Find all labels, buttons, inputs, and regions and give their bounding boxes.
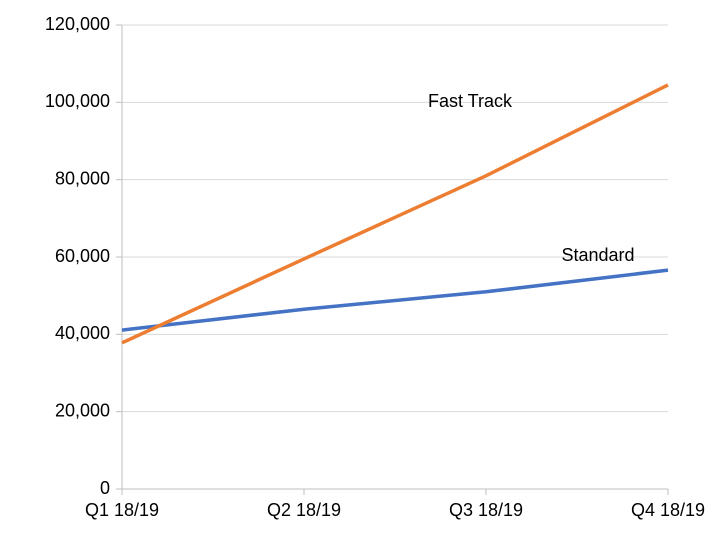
y-tick-label: 40,000	[55, 323, 110, 343]
y-tick-label: 80,000	[55, 168, 110, 188]
x-tick-label: Q3 18/19	[449, 500, 523, 520]
y-tick-label: 0	[100, 478, 110, 498]
series-label: Standard	[561, 245, 634, 265]
y-tick-label: 100,000	[45, 91, 110, 111]
y-tick-label: 20,000	[55, 400, 110, 420]
y-tick-label: 60,000	[55, 246, 110, 266]
x-tick-label: Q4 18/19	[631, 500, 705, 520]
x-tick-label: Q1 18/19	[85, 500, 159, 520]
y-tick-label: 120,000	[45, 14, 110, 34]
series-line	[121, 268, 669, 332]
x-tick-label: Q2 18/19	[267, 500, 341, 520]
series-label: Fast Track	[428, 91, 513, 111]
series-line	[121, 83, 669, 345]
